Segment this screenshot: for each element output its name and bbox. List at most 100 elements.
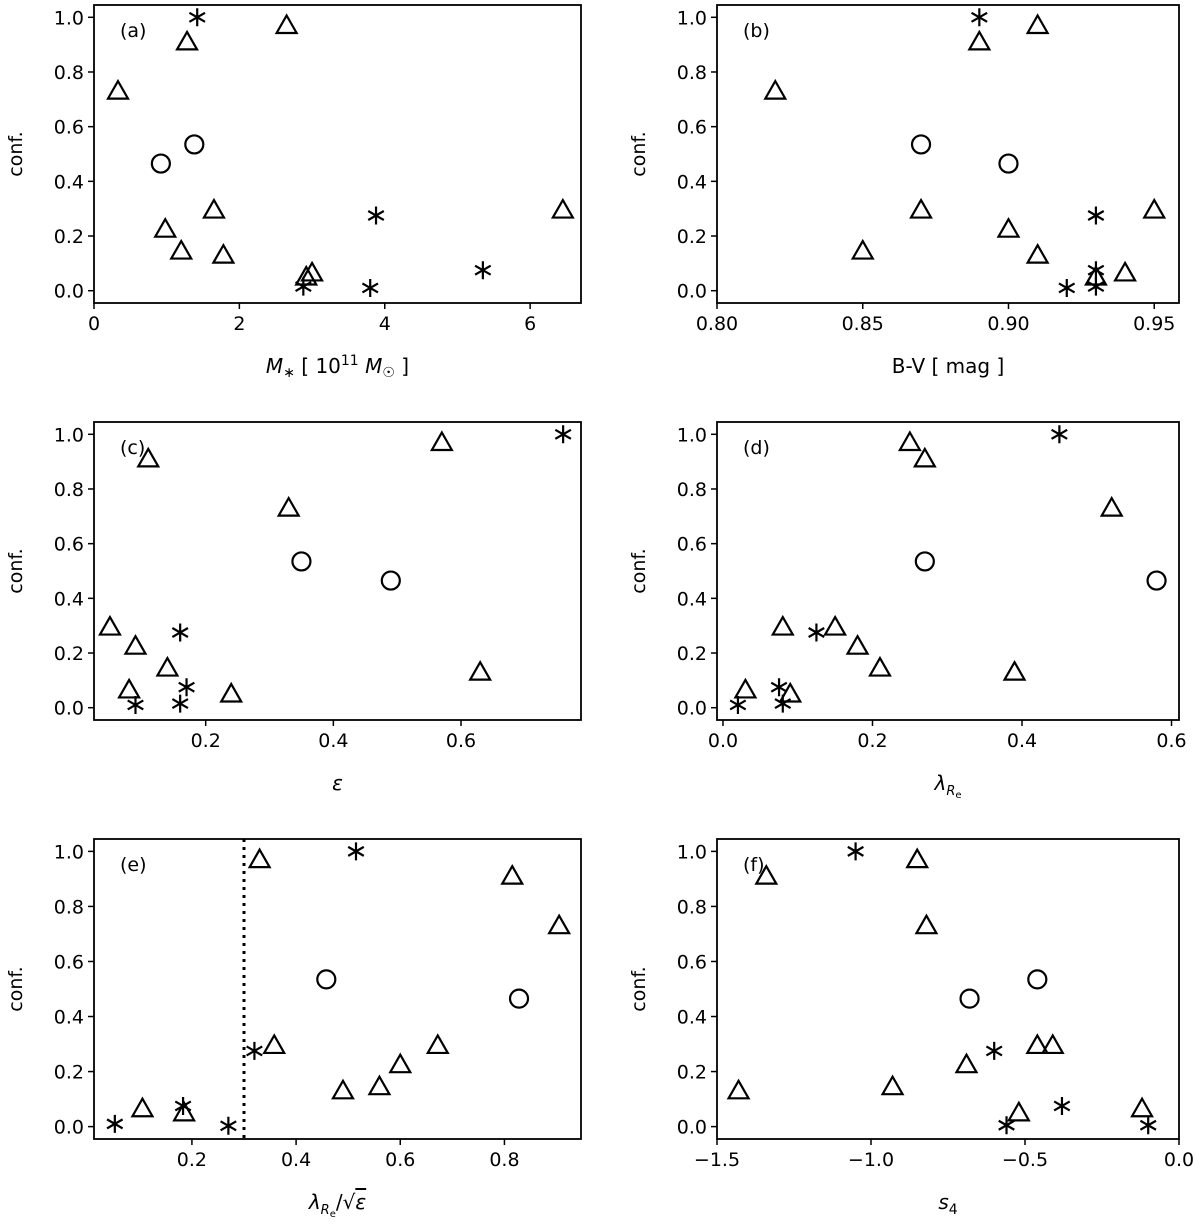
x-tick-label: 0.6 xyxy=(1156,730,1186,752)
asterisk-marker xyxy=(847,842,864,861)
panel-f: 0.0 0.2 0.4 0.6 0.8 1.0 −1.5 −1.0 −0.5 0.0 conf. s4… xyxy=(628,838,1194,1218)
x-tick-label: 0.0 xyxy=(708,730,738,752)
asterisk-marker xyxy=(1051,425,1068,444)
panel-d: 0.0 0.2 0.4 0.6 0.8 1.0 0.0 0.2 0.4 0.6 conf. λRe (d… xyxy=(628,421,1187,801)
triangle-marker xyxy=(300,260,324,282)
y-axis-label: conf. xyxy=(628,966,650,1011)
triangle-marker xyxy=(468,659,493,681)
x-tick-label: 0.4 xyxy=(318,730,348,752)
y-tick-label: 0.8 xyxy=(54,896,84,918)
x-tick-label: 2 xyxy=(233,313,245,335)
triangle-marker xyxy=(754,863,779,885)
data-points xyxy=(106,8,575,297)
asterisk-marker xyxy=(970,8,988,27)
x-axis-label: ε xyxy=(332,771,343,795)
triangle-marker xyxy=(1040,1033,1065,1055)
plot-frame xyxy=(716,838,1180,1140)
triangle-marker xyxy=(778,681,803,703)
asterisk-marker xyxy=(220,1116,237,1135)
x-tick-label: −0.5 xyxy=(1002,1149,1048,1171)
y-tick-label: 0.8 xyxy=(54,62,84,84)
plot-frame xyxy=(93,421,582,721)
y-tick-label: 0.2 xyxy=(54,643,84,665)
circle-marker xyxy=(316,969,337,990)
y-tick-label: 0.4 xyxy=(54,588,84,610)
triangle-marker xyxy=(880,1074,905,1096)
x-tick-label: 0.8 xyxy=(489,1149,519,1171)
triangle-marker xyxy=(202,197,226,219)
triangle-marker xyxy=(172,1100,197,1122)
triangle-marker xyxy=(912,446,937,468)
circle-marker xyxy=(150,153,171,174)
y-tick-label: 0.8 xyxy=(677,62,707,84)
panel-label: (e) xyxy=(120,854,147,876)
y-tick-label: 0.0 xyxy=(54,1117,84,1139)
x-tick-label: 0.6 xyxy=(446,730,476,752)
y-tick-label: 1.0 xyxy=(54,424,84,446)
x-tick-label: −1.0 xyxy=(848,1149,894,1171)
y-tick-label: 0.6 xyxy=(54,117,84,139)
x-tick-label: 0.95 xyxy=(1133,313,1175,335)
asterisk-marker xyxy=(1058,278,1076,297)
triangle-marker xyxy=(106,78,130,100)
circle-marker xyxy=(959,988,980,1009)
triangle-marker xyxy=(547,913,572,935)
asterisk-marker xyxy=(367,206,385,225)
panel-label: (c) xyxy=(120,437,145,459)
triangle-marker xyxy=(155,655,180,677)
y-tick-label: 0.6 xyxy=(677,951,707,973)
y-axis-label: conf. xyxy=(628,548,650,593)
triangle-marker xyxy=(153,216,178,238)
circle-marker xyxy=(291,551,312,572)
triangle-marker xyxy=(726,1078,751,1100)
triangle-marker xyxy=(845,633,870,655)
circle-marker xyxy=(380,570,401,591)
asterisk-marker xyxy=(171,694,189,713)
circle-marker xyxy=(1146,570,1167,591)
y-tick-label: 0.0 xyxy=(677,698,707,720)
panel-label: (d) xyxy=(743,437,770,459)
circle-marker xyxy=(914,551,935,572)
triangle-marker xyxy=(247,847,272,869)
y-tick-label: 0.4 xyxy=(677,588,707,610)
triangle-marker xyxy=(868,655,892,677)
triangle-marker xyxy=(274,13,299,35)
x-tick-label: −1.5 xyxy=(694,1149,740,1171)
triangle-marker xyxy=(175,29,199,51)
triangle-marker xyxy=(169,238,194,260)
triangle-marker xyxy=(130,1096,155,1118)
asterisk-marker xyxy=(1087,277,1105,296)
triangle-marker xyxy=(219,681,244,703)
panel-a: 0.0 0.2 0.4 0.6 0.8 1.0 0 2 4 6 conf. M∗ [ 1011 M☉ … xyxy=(5,4,582,381)
triangle-marker xyxy=(897,430,922,452)
triangle-marker xyxy=(850,238,875,260)
asterisk-marker xyxy=(774,694,792,713)
circle-marker xyxy=(184,134,205,155)
y-tick-label: 0.0 xyxy=(54,698,84,720)
panel-label: (a) xyxy=(120,20,146,42)
triangle-marker xyxy=(262,1033,287,1055)
y-axis-label: conf. xyxy=(628,131,650,176)
x-axis-label: M∗ [ 1011 M☉ ] xyxy=(266,353,409,381)
y-tick-label: 1.0 xyxy=(54,841,84,863)
triangle-marker xyxy=(500,863,525,885)
y-tick-label: 0.4 xyxy=(54,171,84,193)
asterisk-marker xyxy=(106,1114,124,1133)
asterisk-marker xyxy=(246,1041,263,1060)
y-axis-label: conf. xyxy=(5,131,27,176)
triangle-marker xyxy=(425,1033,450,1055)
x-tick-label: 0 xyxy=(88,313,100,335)
asterisk-marker xyxy=(188,8,206,27)
triangle-marker xyxy=(1025,13,1050,35)
triangle-marker xyxy=(367,1074,392,1096)
asterisk-marker xyxy=(1139,1116,1157,1135)
panel-c: 0.0 0.2 0.4 0.6 0.8 1.0 0.2 0.4 0.6 conf. ε (c) xyxy=(5,421,582,795)
plot-frame xyxy=(93,4,582,304)
y-tick-label: 1.0 xyxy=(677,841,707,863)
x-tick-label: 0.80 xyxy=(696,313,738,335)
x-axis-label: s4 xyxy=(938,1190,957,1218)
x-tick-label: 0.6 xyxy=(385,1149,415,1171)
y-tick-label: 0.8 xyxy=(677,479,707,501)
y-tick-label: 0.6 xyxy=(677,117,707,139)
triangle-marker xyxy=(276,495,301,517)
